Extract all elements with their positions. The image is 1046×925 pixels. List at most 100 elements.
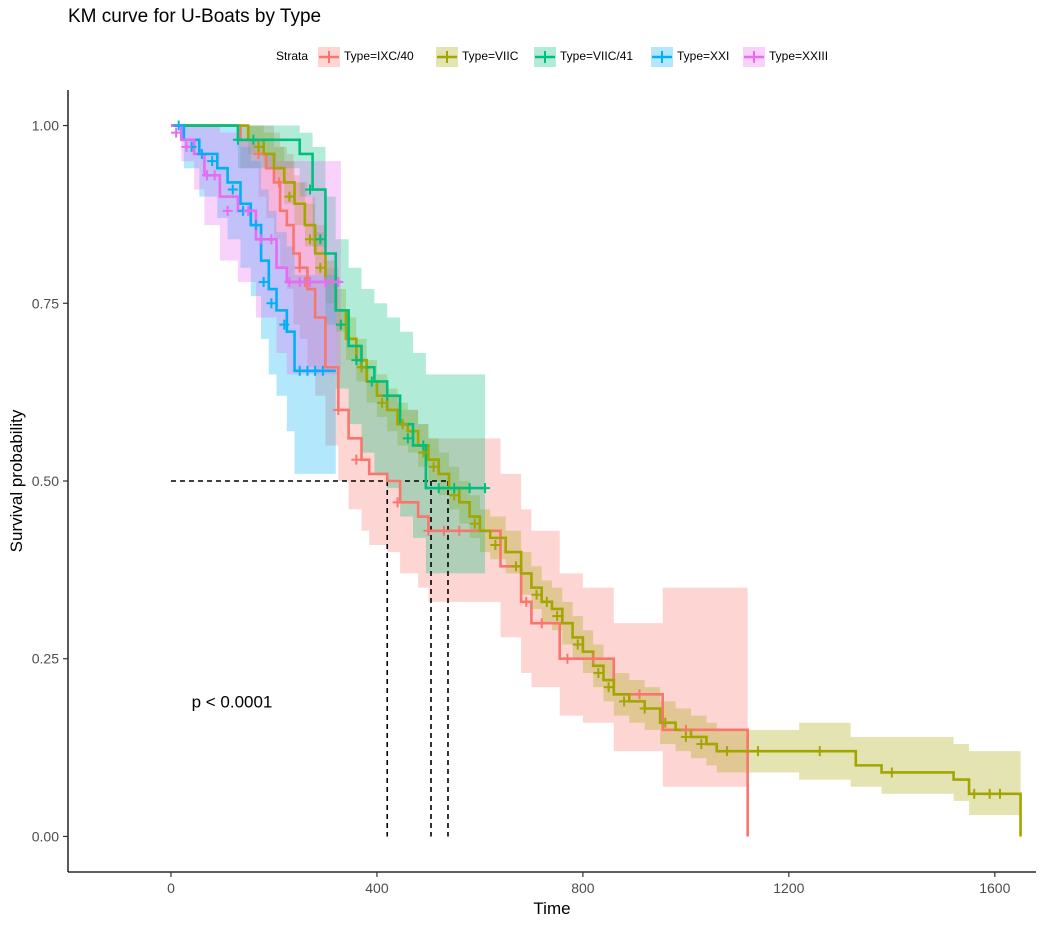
- x-tick-label-1200: 1200: [773, 880, 804, 896]
- legend-key-type-viic-41: [534, 47, 556, 67]
- censor-mark-type-ixc-40-6: [392, 497, 403, 508]
- band-type-xxi: [170, 125, 336, 474]
- censor-mark-type-xxi-8: [266, 298, 277, 309]
- chart-title: KM curve for U-Boats by Type: [68, 6, 322, 27]
- censor-mark-type-viic-41-9: [418, 440, 429, 451]
- censor-mark-type-viic-12: [490, 539, 501, 550]
- median-lines: [170, 480, 449, 837]
- censor-mark-type-viic-15: [541, 596, 552, 607]
- censor-mark-type-viic-14: [531, 589, 542, 600]
- legend-label: Type=VIIC: [462, 49, 519, 63]
- censor-mark-type-xxi-0: [173, 120, 184, 131]
- y-tick-label-0: 0.00: [32, 828, 59, 844]
- censor-mark-type-xxi-6: [250, 220, 261, 231]
- censor-mark-type-viic-9: [428, 461, 439, 472]
- censor-mark-type-ixc-40-4: [333, 404, 344, 415]
- censor-mark-type-viic-19: [603, 682, 614, 693]
- censor-mark-type-viic-30: [984, 788, 995, 799]
- y-tick-label-2: 0.50: [32, 473, 59, 489]
- x-tick-label-800: 800: [571, 880, 595, 896]
- censor-mark-type-viic-5: [356, 362, 367, 373]
- censor-mark-type-viic-41-8: [402, 433, 413, 444]
- x-axis-label: Time: [533, 899, 570, 918]
- censor-mark-type-viic-31: [994, 788, 1005, 799]
- legend-label: Type=XXIII: [769, 49, 829, 63]
- censor-mark-type-xxi-9: [279, 319, 290, 330]
- x-tick-label-400: 400: [365, 880, 389, 896]
- legend-label: Type=IXC/40: [344, 49, 414, 63]
- censor-mark-type-xxi-13: [317, 365, 328, 376]
- censor-mark-type-viic-20: [619, 696, 630, 707]
- censor-mark-type-viic-41-0: [232, 134, 243, 145]
- censor-mark-type-viic-41-13: [480, 483, 491, 494]
- censor-mark-type-xxiii-9: [294, 276, 305, 287]
- curve-type-xxi: [170, 124, 336, 373]
- band-type-viic-41: [170, 125, 486, 574]
- band-type-viic: [170, 125, 1021, 816]
- censor-mark-type-viic-0: [253, 141, 264, 152]
- censor-mark-type-viic-22: [660, 717, 671, 728]
- censor-mark-type-ixc-40-12: [562, 653, 573, 664]
- legend-title: Strata: [276, 49, 309, 63]
- censor-mark-type-viic-41-10: [433, 483, 444, 494]
- censor-mark-type-xxiii-5: [243, 205, 254, 216]
- censor-mark-type-viic-41-1: [248, 134, 259, 145]
- censor-mark-type-xxi-7: [258, 276, 269, 287]
- censor-mark-type-ixc-40-8: [438, 525, 449, 536]
- censor-mark-type-viic-18: [593, 667, 604, 678]
- censor-mark-type-viic-41-3: [315, 234, 326, 245]
- censor-mark-type-xxiii-1: [181, 141, 192, 152]
- censor-mark-type-viic-13: [510, 561, 521, 572]
- censor-marks: [171, 120, 1005, 799]
- censor-mark-type-viic-2: [305, 234, 315, 245]
- censor-mark-type-xxiii-10: [305, 276, 315, 287]
- censor-mark-type-viic-41-11: [449, 483, 460, 494]
- legend-key-type-xxiii: [743, 47, 765, 67]
- censor-mark-type-viic-27: [814, 746, 825, 757]
- legend-key-type-viic: [436, 47, 458, 67]
- censor-mark-type-ixc-40-14: [634, 689, 645, 700]
- censor-mark-type-viic-41-6: [366, 376, 377, 387]
- axes: 0 400 800 1200 1600 0.00 0.25 0.50 0.75 1.00: [32, 90, 1036, 896]
- y-axis-label: Survival probability: [7, 409, 26, 552]
- censor-mark-type-viic-3: [315, 262, 326, 273]
- censor-mark-type-ixc-40-1: [274, 177, 285, 188]
- censor-mark-type-ixc-40-9: [454, 525, 465, 536]
- censor-mark-type-xxiii-12: [333, 276, 344, 287]
- y-tick-label-4: 1.00: [32, 118, 59, 134]
- censor-mark-type-viic-41-7: [382, 390, 393, 401]
- legend-key-type-xxi: [651, 47, 673, 67]
- censor-mark-type-xxiii-7: [266, 234, 277, 245]
- censor-mark-type-viic-1: [284, 191, 295, 202]
- censor-mark-type-viic-7: [397, 419, 408, 430]
- censor-mark-type-xxiii-6: [256, 234, 267, 245]
- legend: Strata Type=IXC/40 Type=VIIC Type=VIIC/41 T…: [0, 46, 1046, 68]
- censor-mark-type-viic-23: [680, 731, 691, 742]
- censor-mark-type-ixc-40-5: [351, 454, 362, 465]
- censor-mark-type-xxi-4: [227, 184, 238, 195]
- censor-mark-type-viic-21: [639, 703, 650, 714]
- censor-mark-type-viic-41-2: [305, 184, 315, 195]
- censor-mark-type-ixc-40-10: [521, 596, 532, 607]
- censor-mark-type-viic-24: [696, 739, 707, 750]
- censor-mark-type-ixc-40-11: [536, 618, 547, 629]
- curve-type-viic-41: [170, 124, 486, 490]
- band-type-xxiii: [170, 125, 341, 375]
- censor-mark-type-viic-28: [886, 767, 897, 778]
- y-tick-label-1: 0.25: [32, 651, 59, 667]
- censor-mark-type-viic-17: [572, 639, 583, 650]
- y-tick-label-3: 0.75: [32, 295, 59, 311]
- p-value-annotation: p < 0.0001: [192, 692, 273, 711]
- censor-mark-type-xxiii-3: [209, 170, 220, 181]
- legend-key-type-ixc-40: [318, 47, 340, 67]
- censor-mark-type-viic-29: [969, 788, 980, 799]
- censor-mark-type-viic-16: [552, 611, 563, 622]
- confidence-bands: [170, 125, 1021, 816]
- censor-mark-type-viic-41-5: [351, 355, 362, 366]
- censor-mark-type-viic-41-4: [335, 319, 346, 330]
- censor-mark-type-ixc-40-13: [588, 653, 599, 664]
- legend-label: Type=VIIC/41: [560, 49, 634, 63]
- censor-mark-type-ixc-40-7: [423, 525, 434, 536]
- censor-mark-type-viic-25: [722, 746, 733, 757]
